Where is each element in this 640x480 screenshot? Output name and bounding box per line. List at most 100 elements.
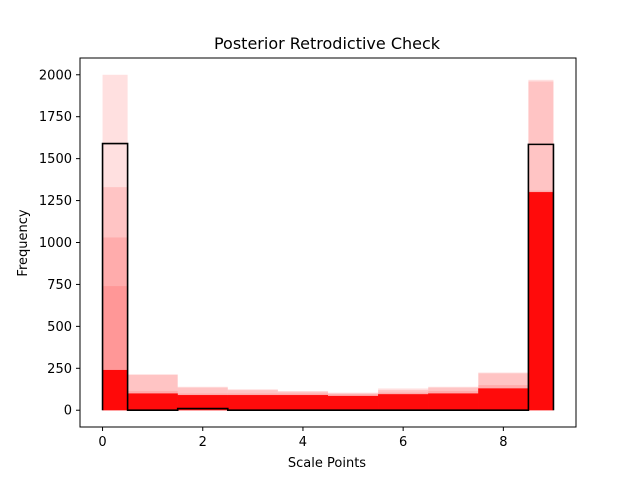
simulated-bar-overlap [528, 192, 554, 411]
simulated-bar [328, 394, 379, 411]
simulated-bar-overlap [127, 393, 178, 411]
simulated-bar [478, 372, 529, 411]
y-tick-label: 500 [47, 320, 72, 335]
simulated-bar-overlap [227, 395, 278, 411]
simulated-bar [428, 386, 479, 411]
simulated-bars-layer [102, 74, 554, 411]
y-tick-label: 1000 [39, 236, 72, 251]
simulated-bar-overlap [277, 395, 328, 411]
simulated-bar-overlap [177, 395, 228, 411]
simulated-bar-overlap [428, 393, 479, 411]
simulated-bar-overlap [277, 395, 328, 411]
simulated-bar [528, 192, 554, 411]
simulated-bar [277, 395, 328, 411]
simulated-bar [328, 395, 379, 411]
simulated-bar [102, 74, 128, 411]
simulated-bar-overlap [478, 388, 529, 411]
simulated-bar-overlap [428, 393, 479, 411]
simulated-bar-overlap [328, 395, 379, 411]
simulated-bar [328, 392, 379, 411]
simulated-bar [478, 388, 529, 411]
y-tick-label: 2000 [39, 68, 72, 83]
simulated-bar-overlap [478, 388, 529, 411]
simulated-bar-overlap [428, 393, 479, 411]
simulated-bar [102, 237, 128, 411]
y-axis-label: Frequency [16, 209, 31, 276]
simulated-bar [177, 387, 228, 411]
simulated-bar-overlap [378, 394, 429, 411]
x-tick-label: 8 [499, 435, 507, 450]
simulated-bar-overlap [227, 395, 278, 411]
simulated-bar-overlap [528, 192, 554, 411]
y-tick-label: 750 [47, 278, 72, 293]
simulated-bar-overlap [478, 388, 529, 411]
x-tick-label: 6 [399, 435, 407, 450]
simulated-bar [227, 395, 278, 411]
simulated-bar-overlap [102, 369, 128, 411]
x-tick-label: 2 [199, 435, 207, 450]
simulated-bar-overlap [428, 393, 479, 411]
simulated-bar [478, 385, 529, 411]
simulated-bar [528, 81, 554, 411]
simulated-bar [378, 388, 429, 411]
simulated-bar-overlap [127, 393, 178, 411]
chart-title: Posterior Retrodictive Check [214, 34, 441, 53]
simulated-bar [478, 373, 529, 411]
simulated-bar-overlap [478, 388, 529, 411]
simulated-bar-overlap [127, 393, 178, 411]
x-tick-label: 4 [299, 435, 307, 450]
simulated-bar [378, 390, 429, 411]
simulated-bar [127, 393, 178, 411]
y-tick-label: 1500 [39, 152, 72, 167]
simulated-bar [428, 387, 479, 411]
x-tick-label: 0 [98, 435, 106, 450]
simulated-bar [127, 375, 178, 411]
simulated-bar [277, 390, 328, 411]
simulated-bar-overlap [528, 192, 554, 411]
y-tick-label: 0 [64, 404, 72, 419]
y-axis-ticks: 0 250 500 750 1000 1250 1500 1750 2000 [39, 68, 80, 419]
simulated-bar-overlap [328, 395, 379, 411]
simulated-bar [277, 393, 328, 411]
observed-step-line [101, 142, 555, 412]
simulated-bar [528, 190, 554, 411]
simulated-bar-overlap [277, 395, 328, 411]
simulated-bar [328, 393, 379, 411]
simulated-bar-overlap [528, 192, 554, 411]
simulated-bar [127, 390, 178, 411]
simulated-bar-overlap [328, 395, 379, 411]
simulated-bar [227, 390, 278, 411]
y-tick-label: 1250 [39, 194, 72, 209]
simulated-bar-overlap [102, 369, 128, 411]
simulated-bar [428, 393, 479, 411]
simulated-bar-overlap [177, 395, 228, 411]
simulated-bar-overlap [177, 395, 228, 411]
simulated-bar-overlap [378, 394, 429, 411]
simulated-bar-overlap [102, 369, 128, 411]
plot-frame [79, 57, 577, 428]
simulated-bar [102, 286, 128, 411]
simulated-bar-overlap [277, 395, 328, 411]
x-axis-ticks: 0 2 4 6 8 [98, 427, 507, 450]
simulated-bar-overlap [227, 395, 278, 411]
simulated-bar [177, 395, 228, 411]
simulated-bar [177, 386, 228, 411]
simulated-bar [102, 369, 128, 411]
simulated-bar-overlap [102, 369, 128, 411]
simulated-bar [378, 394, 429, 411]
simulated-bar-overlap [378, 394, 429, 411]
x-axis-label: Scale Points [288, 456, 366, 471]
simulated-bar-overlap [378, 394, 429, 411]
simulated-bar [227, 393, 278, 411]
simulated-bar-overlap [328, 395, 379, 411]
simulated-bar-overlap [478, 388, 529, 411]
y-tick-label: 250 [47, 362, 72, 377]
simulated-bar-overlap [227, 395, 278, 411]
simulated-bar [528, 79, 554, 411]
simulated-bar [227, 389, 278, 411]
simulated-bar-overlap [328, 395, 379, 411]
simulated-bar-overlap [177, 395, 228, 411]
simulated-bar-overlap [177, 395, 228, 411]
simulated-bar [102, 187, 128, 411]
